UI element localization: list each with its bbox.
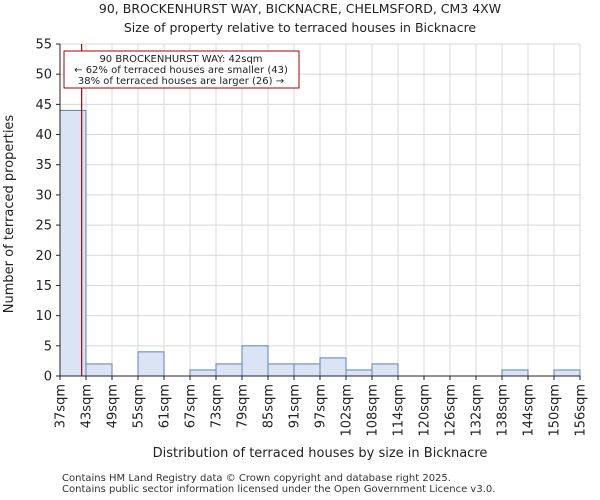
y-tick-label: 30 [35, 188, 52, 203]
x-tick-label: 126sqm [444, 384, 459, 437]
chart-title: Size of property relative to terraced ho… [123, 20, 477, 35]
x-tick-label: 150sqm [548, 384, 563, 437]
bar [241, 345, 269, 377]
bar [371, 363, 399, 377]
bar [189, 369, 217, 377]
y-tick-label: 25 [35, 219, 52, 234]
x-tick-label: 114sqm [392, 384, 407, 437]
y-tick-label: 15 [35, 279, 52, 294]
x-tick-label: 102sqm [340, 384, 355, 437]
x-tick-label: 43sqm [80, 384, 95, 428]
y-axis-label: Number of terraced properties [2, 115, 17, 314]
y-tick-label: 5 [44, 339, 52, 354]
bar [137, 351, 165, 377]
y-tick-label: 40 [35, 128, 52, 143]
bar [293, 363, 321, 377]
y-tick-label: 50 [35, 68, 52, 83]
bar [319, 357, 347, 377]
x-tick-label: 132sqm [470, 384, 485, 437]
bar [267, 363, 295, 377]
y-tick-label: 55 [35, 38, 52, 53]
bar [85, 363, 113, 377]
y-tick-label: 35 [35, 158, 52, 173]
bar [215, 363, 243, 377]
y-tick-labels: 0 5 10 15 20 25 30 35 40 45 50 55 [35, 38, 60, 385]
annotation-line-2: ← 62% of terraced houses are smaller (43… [74, 65, 288, 76]
bar [553, 369, 581, 377]
x-tick-label: 73sqm [210, 384, 225, 428]
x-tick-label: 108sqm [366, 384, 381, 437]
footer-copyright: Contains HM Land Registry data © Crown c… [62, 473, 451, 484]
x-tick-label: 61sqm [158, 384, 173, 428]
x-tick-label: 144sqm [522, 384, 537, 437]
x-tick-label: 156sqm [574, 384, 589, 437]
x-tick-label: 138sqm [496, 384, 511, 437]
footer-licence: Contains public sector information licen… [62, 484, 496, 495]
x-tick-label: 97sqm [314, 384, 329, 428]
x-tick-label: 37sqm [54, 384, 69, 428]
annotation-line-3: 38% of terraced houses are larger (26) → [78, 76, 284, 87]
x-tick-label: 49sqm [106, 384, 121, 428]
y-tick-label: 10 [35, 309, 52, 324]
grid-lines [59, 43, 581, 377]
annotation-box: 90 BROCKENHURST WAY: 42sqm ← 62% of terr… [63, 50, 300, 89]
y-tick-label: 0 [44, 370, 52, 385]
y-tick-label: 20 [35, 249, 52, 264]
x-tick-label: 91sqm [288, 384, 303, 428]
x-tick-labels: 37sqm 43sqm 49sqm 55sqm 61sqm 67sqm 73sqm 79sqm… [54, 376, 589, 437]
annotation-border [63, 50, 300, 89]
x-tick-label: 120sqm [418, 384, 433, 437]
x-axis-label: Distribution of terraced houses by size … [153, 446, 488, 461]
x-tick-label: 55sqm [132, 384, 147, 428]
x-tick-label: 79sqm [236, 384, 251, 428]
bar [501, 369, 529, 377]
y-tick-label: 45 [35, 98, 52, 113]
x-tick-label: 67sqm [184, 384, 199, 428]
bar [345, 369, 373, 377]
x-tick-label: 85sqm [262, 384, 277, 428]
chart-title-address: 90, BROCKENHURST WAY, BICKNACRE, CHELMSF… [98, 1, 502, 16]
annotation-line-1: 90 BROCKENHURST WAY: 42sqm [99, 54, 262, 65]
